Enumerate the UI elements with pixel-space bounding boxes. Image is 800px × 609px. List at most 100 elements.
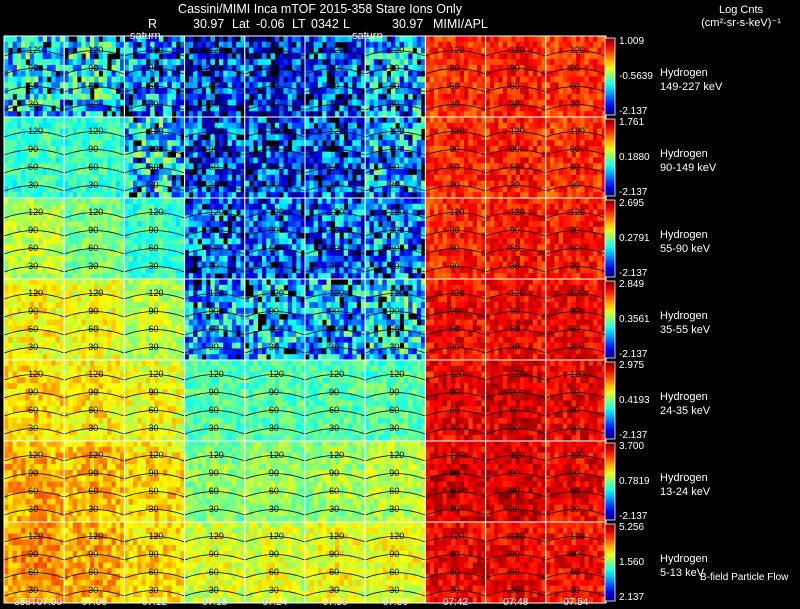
contour-label: 120 bbox=[209, 45, 224, 55]
contour-label: 30 bbox=[389, 504, 399, 514]
heatmap-tile: 120 90 60 30 bbox=[545, 35, 607, 118]
contour-label: 90 bbox=[570, 468, 580, 478]
lt-value: 0342 bbox=[311, 17, 339, 31]
contour-label: 120 bbox=[329, 369, 344, 379]
contour-label: 90 bbox=[88, 63, 98, 73]
panel-species-label: Hydrogen bbox=[660, 553, 708, 565]
contour-label: 90 bbox=[329, 387, 339, 397]
contour-label: 90 bbox=[510, 63, 520, 73]
contour-label: 90 bbox=[88, 549, 98, 559]
contour-label: 120 bbox=[510, 207, 525, 217]
contour-label: 90 bbox=[389, 549, 399, 559]
contour-label: 30 bbox=[570, 504, 580, 514]
contour-label: 30 bbox=[450, 504, 460, 514]
contour-label: 30 bbox=[570, 261, 580, 271]
colorbar-units: Log Cnts (cm²-sr-s-keV)⁻¹ bbox=[686, 4, 796, 30]
heatmap-tile: 120 90 60 30 bbox=[244, 521, 306, 604]
contour-label: 90 bbox=[88, 225, 98, 235]
contour-label: 120 bbox=[149, 531, 164, 541]
contour-label: 30 bbox=[88, 180, 98, 190]
contour-label: 60 bbox=[389, 81, 399, 91]
contour-label: 60 bbox=[389, 162, 399, 172]
colorbar-mid-label: 0.2791 bbox=[619, 232, 650, 244]
contour-label: 60 bbox=[269, 486, 279, 496]
contour-label: 90 bbox=[28, 549, 38, 559]
contour-label: 60 bbox=[28, 243, 38, 253]
contour-label: 60 bbox=[28, 81, 38, 91]
contour-label: 120 bbox=[28, 450, 43, 460]
contour-label: 60 bbox=[88, 567, 98, 577]
contour-label: 90 bbox=[570, 225, 580, 235]
heatmap-tile: 120 90 60 30 bbox=[123, 116, 186, 199]
contour-label: 60 bbox=[209, 162, 219, 172]
contour-label: 30 bbox=[209, 99, 219, 109]
contour-label: 120 bbox=[450, 207, 465, 217]
colorbar bbox=[604, 523, 616, 602]
l-label: L bbox=[343, 17, 350, 31]
heatmap-tile: 120 90 60 30 bbox=[184, 35, 246, 118]
contour-label: 30 bbox=[209, 504, 219, 514]
contour-label: 60 bbox=[269, 162, 279, 172]
contour-label: 60 bbox=[149, 405, 159, 415]
heatmap-tile: 120 90 60 30 bbox=[184, 116, 246, 199]
contour-label: 90 bbox=[389, 468, 399, 478]
contour-label: 30 bbox=[88, 585, 98, 595]
panel-species-label: Hydrogen bbox=[660, 472, 708, 484]
chart-title: Cassini/MIMI Inca mTOF 2015-358 Stare Io… bbox=[178, 2, 462, 16]
contour-label: 60 bbox=[149, 81, 159, 91]
contour-label: 120 bbox=[209, 126, 224, 136]
contour-label: 90 bbox=[88, 306, 98, 316]
contour-label: 60 bbox=[450, 243, 460, 253]
colorbar-min-label: -2.137 bbox=[619, 430, 648, 441]
contour-label: 30 bbox=[329, 504, 339, 514]
contour-label: 90 bbox=[389, 306, 399, 316]
contour-label: 30 bbox=[28, 423, 38, 433]
contour-label: 60 bbox=[209, 243, 219, 253]
panel-species-label: Hydrogen bbox=[660, 229, 708, 241]
contour-label: 120 bbox=[269, 207, 284, 217]
colorbar-min-label: -2.137 bbox=[619, 268, 648, 279]
heatmap-tile: 120 90 60 30 bbox=[424, 521, 487, 604]
contour-label: 120 bbox=[329, 288, 344, 298]
contour-label: 30 bbox=[149, 585, 159, 595]
contour-label: 90 bbox=[389, 144, 399, 154]
contour-label: 30 bbox=[450, 423, 460, 433]
lat-label: Lat bbox=[232, 17, 250, 31]
contour-label: 60 bbox=[329, 405, 339, 415]
colorbar-mid-label: -0.5639 bbox=[619, 70, 653, 82]
heatmap-tile: 120 90 60 30 bbox=[244, 278, 306, 361]
heatmap-tile: 120 90 60 30 bbox=[184, 359, 246, 442]
contour-label: 90 bbox=[209, 549, 219, 559]
contour-label: 30 bbox=[570, 180, 580, 190]
colorbar-max-label: 2.849 bbox=[619, 279, 645, 290]
contour-label: 120 bbox=[389, 531, 404, 541]
contour-label: 90 bbox=[329, 144, 339, 154]
heatmap-tile: 120 90 60 30 bbox=[123, 197, 186, 280]
contour-label: 30 bbox=[269, 585, 279, 595]
contour-label: 90 bbox=[450, 144, 460, 154]
contour-label: 120 bbox=[389, 369, 404, 379]
contour-label: 30 bbox=[28, 342, 38, 352]
time-axis-label: 07:12 bbox=[141, 597, 168, 608]
contour-label: 90 bbox=[269, 144, 279, 154]
panel-species-label: Hydrogen bbox=[660, 148, 708, 160]
contour-label: 90 bbox=[209, 387, 219, 397]
contour-label: 90 bbox=[269, 468, 279, 478]
contour-label: 30 bbox=[510, 99, 520, 109]
contour-label: 60 bbox=[269, 324, 279, 334]
units-line1: Log Cnts bbox=[718, 4, 764, 16]
contour-label: 120 bbox=[329, 531, 344, 541]
contour-label: 90 bbox=[149, 306, 159, 316]
contour-label: 60 bbox=[149, 324, 159, 334]
contour-label: 90 bbox=[28, 468, 38, 478]
contour-label: 120 bbox=[88, 369, 103, 379]
contour-label: 30 bbox=[28, 180, 38, 190]
heatmap-tile: 120 90 60 30 bbox=[3, 521, 65, 604]
colorbar-max-label: 2.975 bbox=[619, 360, 645, 371]
contour-label: 30 bbox=[450, 180, 460, 190]
l-value: 30.97 bbox=[392, 17, 424, 31]
heatmap-tile: 120 90 60 30 bbox=[304, 359, 366, 442]
contour-label: 120 bbox=[329, 126, 344, 136]
heatmap-tile: 120 90 60 30 bbox=[3, 278, 65, 361]
contour-label: 90 bbox=[149, 63, 159, 73]
